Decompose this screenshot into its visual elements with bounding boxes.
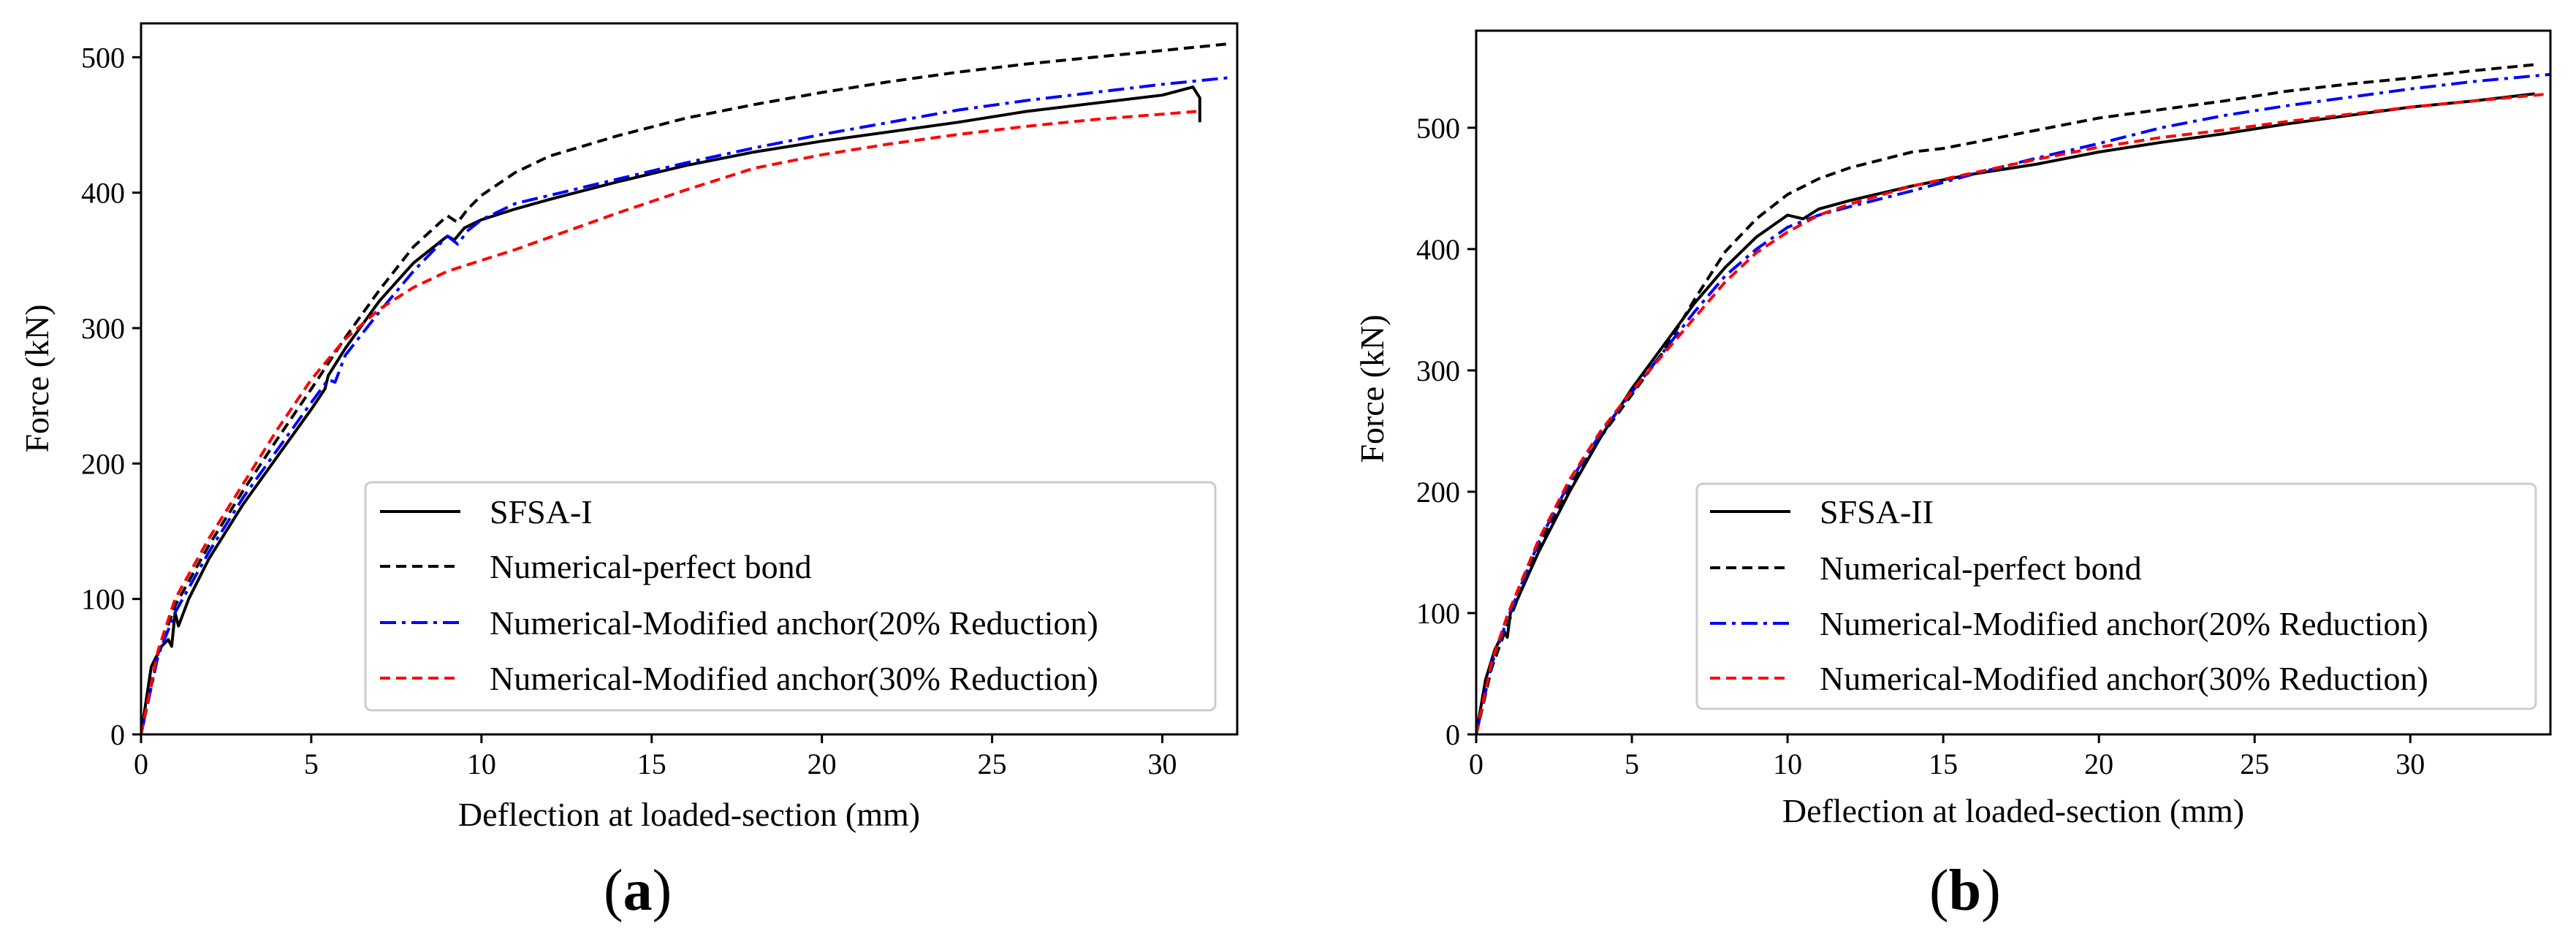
series-line-b-reduction-30 bbox=[1476, 92, 2550, 734]
panel-label-b: (b) bbox=[1929, 859, 2001, 923]
series-line-b-reduction-20 bbox=[1476, 72, 2550, 734]
legend-label-a-1: Numerical-perfect bond bbox=[490, 548, 812, 585]
x-tick-label-a: 0 bbox=[134, 748, 148, 780]
x-tick-label-b: 20 bbox=[2084, 748, 2113, 780]
y-tick-label-b: 200 bbox=[1416, 476, 1460, 509]
x-tick-label-b: 10 bbox=[1773, 748, 1802, 780]
y-axis-label-b: Force (kN) bbox=[1353, 314, 1391, 463]
legend-label-a-2: Numerical-Modified anchor(20% Reduction) bbox=[490, 604, 1098, 642]
x-tick-label-b: 30 bbox=[2395, 748, 2425, 780]
legend-frame-a bbox=[364, 481, 1217, 712]
x-tick-label-a: 5 bbox=[304, 748, 319, 780]
y-tick-label-b: 500 bbox=[1416, 112, 1460, 145]
y-tick-label-b: 400 bbox=[1416, 233, 1460, 266]
svg-text:(a): (a) bbox=[604, 859, 672, 923]
panel-letter-b: b bbox=[1949, 859, 1982, 923]
plot-frame-b bbox=[1475, 29, 2552, 736]
x-axis-label-a: Deflection at loaded-section (mm) bbox=[458, 796, 920, 833]
series-line-a-reduction-30 bbox=[141, 110, 1197, 734]
series-group-b bbox=[1476, 63, 2550, 734]
series-line-b-perfect-bond bbox=[1476, 63, 2535, 734]
y-tick-label-a: 500 bbox=[81, 41, 125, 74]
series-line-a-reduction-20 bbox=[141, 76, 1231, 734]
plot-frame-a bbox=[140, 22, 1239, 736]
x-axis-label-b: Deflection at loaded-section (mm) bbox=[1782, 792, 2244, 829]
svg-text:(b): (b) bbox=[1929, 859, 2001, 923]
legend-frame-b bbox=[1695, 482, 2537, 710]
x-tick-label-a: 30 bbox=[1148, 748, 1177, 780]
panel-label-a: (a) bbox=[604, 859, 672, 923]
legend-label-b-0: SFSA-II bbox=[1820, 493, 1934, 531]
x-tick-label-a: 20 bbox=[808, 748, 837, 780]
x-tick-label-b: 0 bbox=[1469, 748, 1483, 780]
series-group-a bbox=[141, 42, 1231, 734]
y-axis-label-a: Force (kN) bbox=[18, 304, 56, 452]
y-tick-label-a: 400 bbox=[81, 177, 125, 210]
y-tick-label-b: 300 bbox=[1416, 354, 1460, 387]
series-line-a-perfect-bond bbox=[141, 42, 1231, 734]
legend-label-b-2: Numerical-Modified anchor(20% Reduction) bbox=[1820, 605, 2428, 642]
x-tick-label-b: 15 bbox=[1929, 748, 1958, 780]
x-tick-label-a: 10 bbox=[467, 748, 496, 780]
legend-a: SFSA-I Numerical-perfect bond Numerical-… bbox=[364, 481, 1217, 712]
legend-label-a-0: SFSA-I bbox=[490, 493, 593, 531]
x-tick-label-b: 25 bbox=[2240, 748, 2269, 780]
y-tick-label-a: 300 bbox=[81, 312, 125, 345]
y-tick-label-a: 0 bbox=[110, 718, 125, 751]
x-tick-label-a: 15 bbox=[637, 748, 666, 780]
x-tick-label-a: 25 bbox=[978, 748, 1007, 780]
y-tick-label-a: 200 bbox=[81, 447, 125, 480]
y-tick-label-a: 100 bbox=[81, 583, 125, 616]
panel-letter-a: a bbox=[623, 859, 653, 923]
legend-label-a-3: Numerical-Modified anchor(30% Reduction) bbox=[490, 660, 1098, 697]
legend-label-b-1: Numerical-perfect bond bbox=[1820, 550, 2142, 587]
legend-b: SFSA-II Numerical-perfect bond Numerical… bbox=[1695, 482, 2537, 710]
legend-label-b-3: Numerical-Modified anchor(30% Reduction) bbox=[1820, 660, 2428, 697]
y-tick-label-b: 100 bbox=[1416, 597, 1460, 630]
y-tick-label-b: 0 bbox=[1445, 718, 1460, 751]
x-tick-label-b: 5 bbox=[1625, 748, 1639, 780]
